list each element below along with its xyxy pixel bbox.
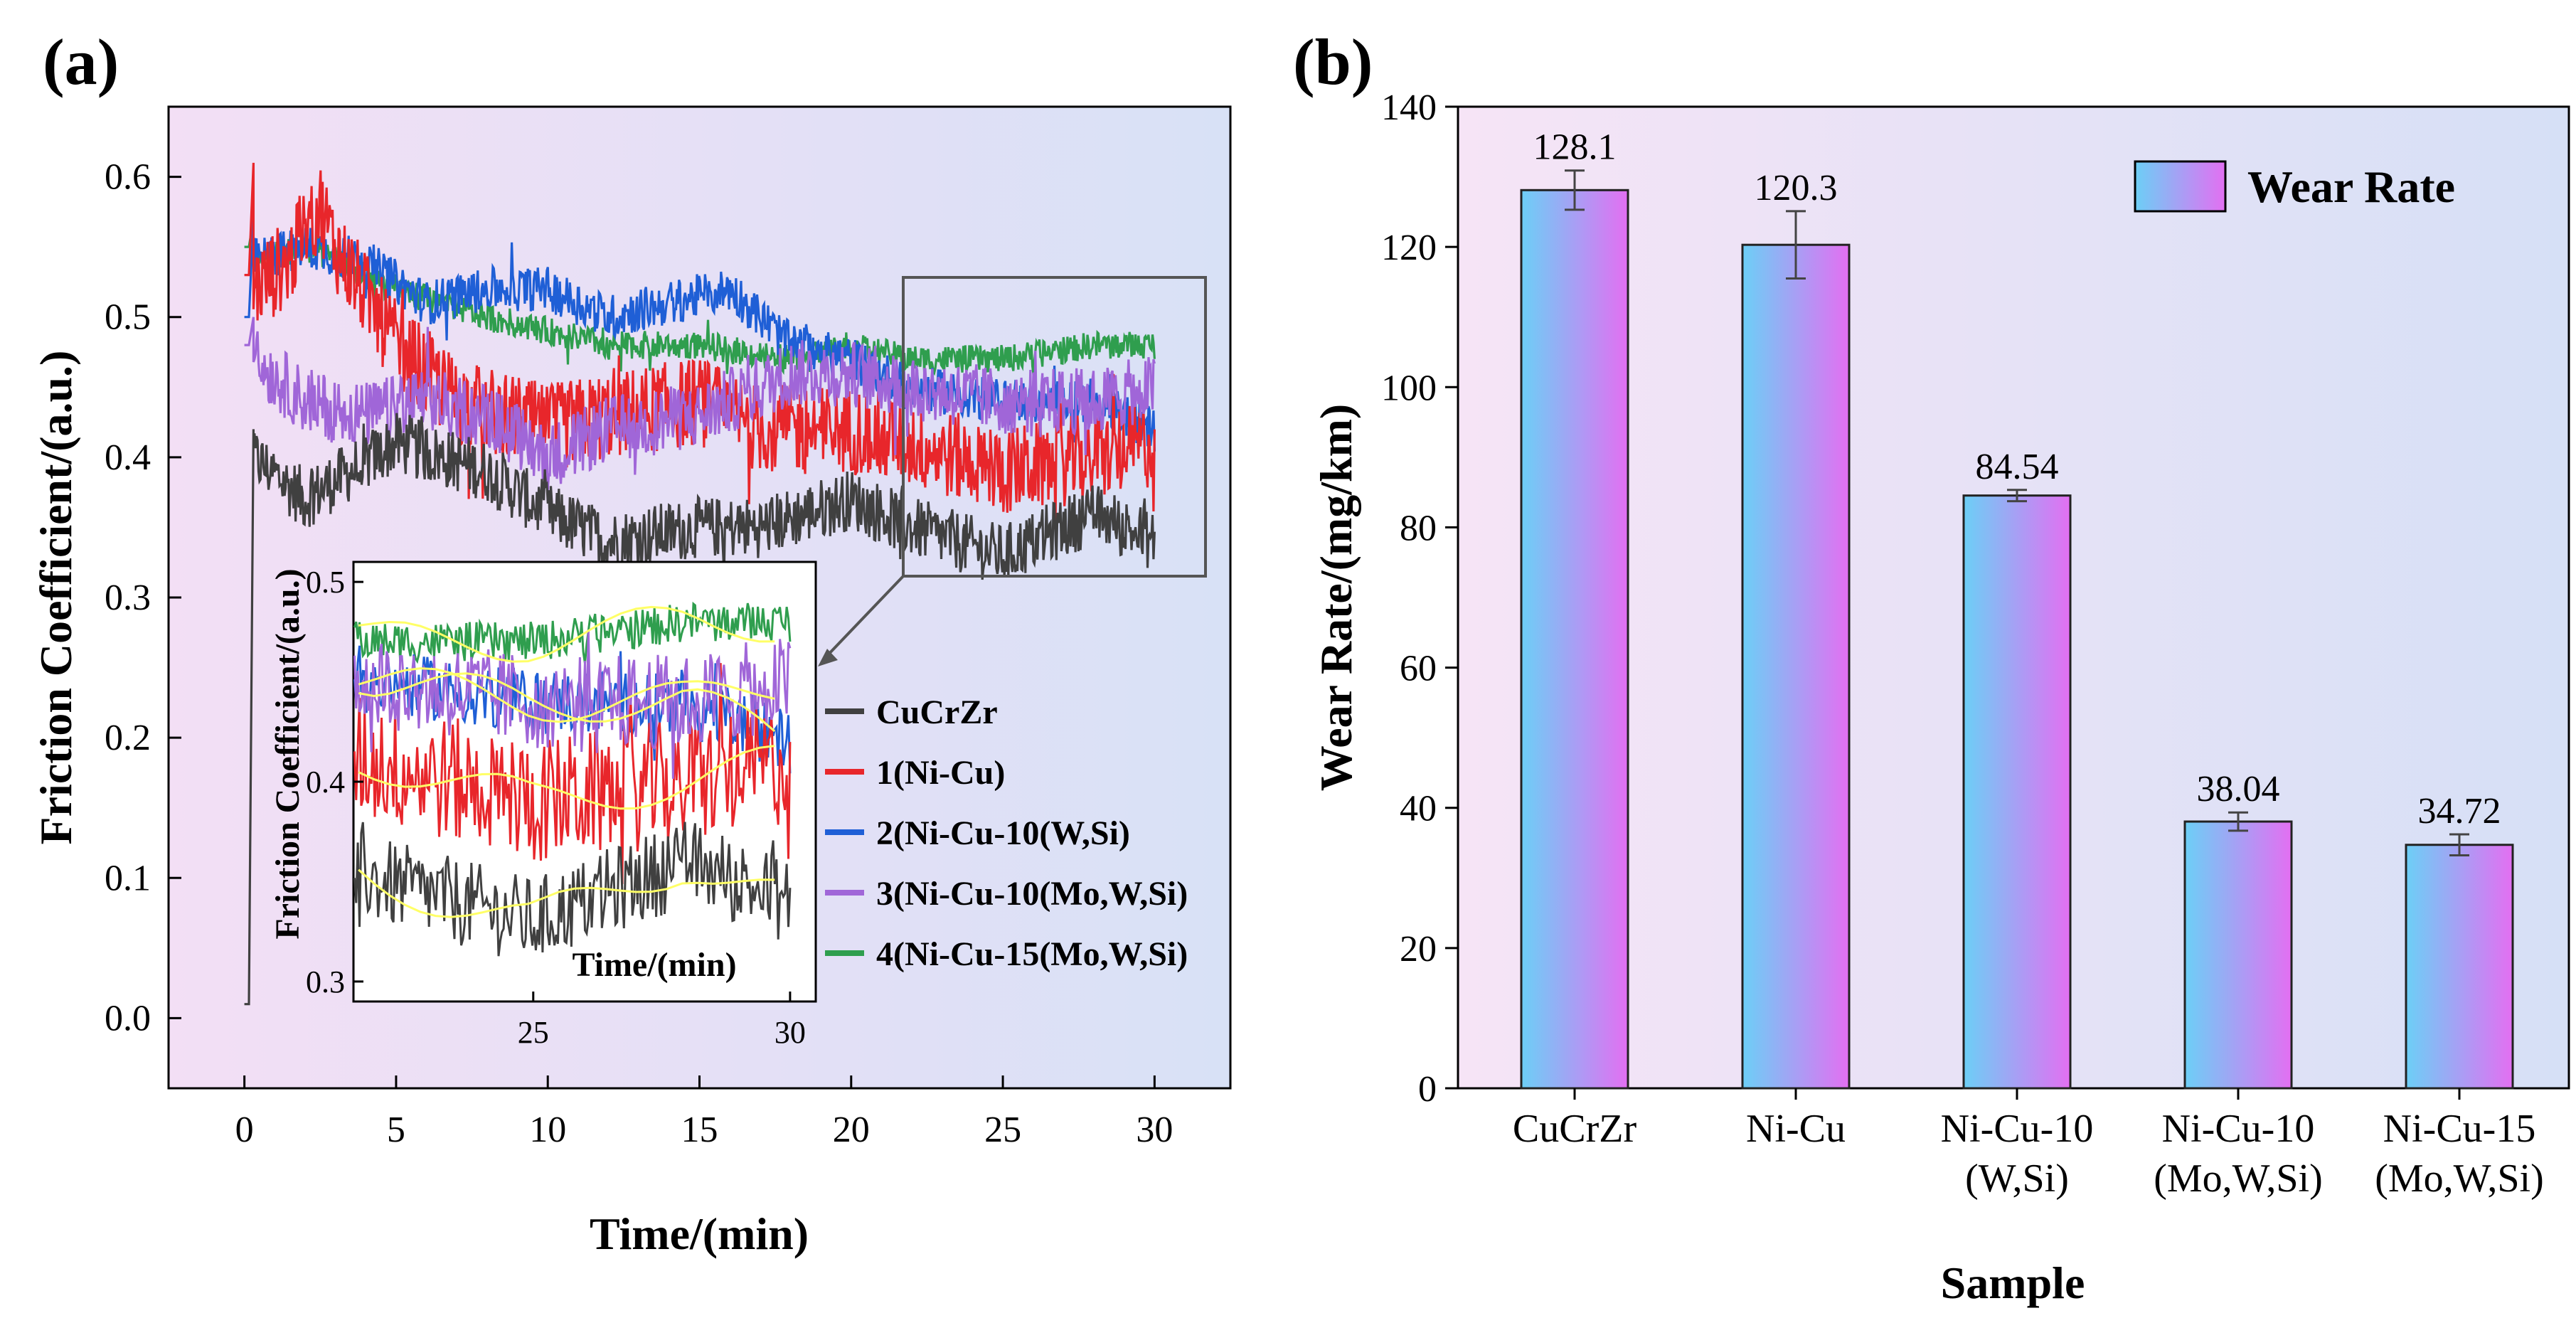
y-tick-label-a: 0.2: [105, 718, 151, 758]
y-tick-label-b: 100: [1381, 368, 1437, 408]
inset-series-line-0: [353, 822, 792, 957]
category-label: (Mo,W,Si): [2375, 1157, 2544, 1201]
inset-trend-line-4: [358, 605, 775, 663]
inset-series-line-4: [353, 601, 792, 664]
y-tick-label-a: 0.6: [105, 157, 151, 198]
friction-panel: (a) 0.0 0.1 0.2 0.3 0.4 0.5 0.6 0 5 10 15 20 25 30 T…: [31, 26, 1232, 1259]
zoom-arrow-head: [818, 649, 838, 666]
y-tick-label-a: 0.1: [105, 858, 151, 898]
inset-x-tick-label: 25: [518, 1015, 549, 1050]
category-label: Ni-Cu: [1746, 1107, 1846, 1151]
y-tick-label-a: 0.3: [105, 578, 151, 618]
y-tick-label-b: 40: [1400, 789, 1437, 829]
y-tick-label-b: 0: [1418, 1069, 1437, 1110]
inset-y-tick-label: 0.4: [306, 765, 345, 799]
legend-label-4: 4(Ni-Cu-15(Mo,W,Si): [876, 935, 1188, 973]
friction-legend: CuCrZr 1(Ni-Cu) 2(Ni-Cu-10(W,Si) 3(Ni-Cu-10…: [825, 694, 1188, 973]
legend-label-1: 1(Ni-Cu): [876, 754, 1005, 792]
inset-axes: 0.3 0.4 0.5 25 30: [306, 565, 806, 1050]
y-tick-label-b: 120: [1381, 228, 1437, 268]
y-axis-label-b: Wear Rate/(mg/km): [1311, 404, 1361, 791]
bar-2: [1962, 494, 2072, 1090]
legend-label-2: 2(Ni-Cu-10(W,Si): [876, 814, 1130, 852]
inset-trend-line-0: [358, 868, 775, 918]
legend-label-wear-rate: Wear Rate: [2247, 161, 2455, 212]
wear-rate-panel: (b) 128.1 120.3 84.54 38.04 34.72 0 20 40 60 80 1…: [1293, 26, 2570, 1308]
x-tick-label-a: 25: [984, 1110, 1021, 1150]
y-tick-label-b: 140: [1381, 87, 1437, 128]
inset-trend-line-1: [358, 745, 775, 810]
y-axis-a: 0.0 0.1 0.2 0.3 0.4 0.5 0.6: [105, 157, 181, 1038]
inset-y-tick-label: 0.3: [306, 965, 345, 999]
inset-series-line-2: [353, 645, 792, 774]
friction-series-group: [244, 162, 1156, 1006]
y-tick-label-b: 20: [1400, 929, 1437, 969]
x-axis-label-a: Time/(min): [590, 1208, 809, 1259]
bar-3: [2183, 820, 2293, 1090]
y-tick-label-a: 0.4: [105, 437, 151, 478]
inset-trend-line-2: [358, 672, 776, 733]
inset-plot: 0.3 0.4 0.5 25 30 Time/(min) Friction Coeffi…: [269, 560, 817, 1050]
x-axis-label-b: Sample: [1941, 1258, 2085, 1308]
legend-label-3: 3(Ni-Cu-10(Mo,W,Si): [876, 875, 1188, 913]
inset-y-tick-label: 0.5: [306, 565, 345, 600]
category-label: CuCrZr: [1513, 1107, 1637, 1151]
x-tick-label-a: 15: [681, 1110, 718, 1150]
inset-trend-line-3: [358, 667, 775, 723]
inset-series-group: [353, 601, 792, 957]
category-label: (W,Si): [1965, 1157, 2069, 1201]
panel-label-a: (a): [43, 26, 119, 98]
value-label-4: 34.72: [2418, 791, 2501, 831]
inset-series-line-3: [353, 629, 792, 779]
category-label: Ni-Cu-15: [2383, 1107, 2536, 1151]
inset-x-tick-label: 30: [775, 1015, 806, 1050]
inset-x-axis-label: Time/(min): [572, 946, 736, 984]
bars-group: 128.1 120.3 84.54 38.04 34.72: [1520, 127, 2514, 1090]
x-tick-label-a: 10: [529, 1110, 566, 1150]
series-line-0: [244, 413, 1156, 1006]
value-label-0: 128.1: [1533, 127, 1617, 168]
bar-0: [1520, 188, 1629, 1090]
category-label: Ni-Cu-10: [2162, 1107, 2315, 1151]
inset-series-line-1: [353, 663, 792, 885]
y-tick-label-a: 0.5: [105, 297, 151, 338]
y-tick-label-b: 80: [1400, 508, 1437, 548]
x-tick-label-a: 5: [387, 1110, 405, 1150]
y-axis-b: 0 20 40 60 80 100 120 140: [1381, 87, 1458, 1110]
category-label: Ni-Cu-10: [1941, 1107, 2094, 1151]
bar-4: [2405, 844, 2514, 1090]
category-label: (Mo,W,Si): [2154, 1157, 2323, 1201]
x-tick-label-a: 0: [235, 1110, 254, 1150]
inset-y-axis-label: Friction Coefficient/(a.u.): [269, 568, 307, 939]
bar-1: [1741, 243, 1851, 1090]
wear-rate-legend: Wear Rate: [2134, 160, 2455, 213]
x-axis-a: 0 5 10 15 20 25 30: [235, 1075, 1173, 1150]
legend-label-0: CuCrZr: [876, 694, 998, 731]
y-axis-label-a: Friction Coefficient/(a.u.): [31, 351, 81, 845]
series-line-3: [244, 317, 1156, 491]
value-label-1: 120.3: [1755, 168, 1838, 208]
x-axis-b: CuCrZr Ni-Cu Ni-Cu-10 (W,Si) Ni-Cu-10 (Mo,W,S…: [1513, 1088, 2544, 1201]
x-tick-label-a: 20: [833, 1110, 870, 1150]
y-tick-label-a: 0.0: [105, 998, 151, 1038]
y-tick-label-b: 60: [1400, 649, 1437, 689]
zoom-region-box: [902, 276, 1207, 578]
zoom-arrow: [824, 575, 905, 659]
value-label-2: 84.54: [1976, 447, 2059, 487]
value-label-3: 38.04: [2197, 769, 2280, 809]
legend-swatch-wear-rate: [2134, 160, 2227, 213]
x-tick-label-a: 30: [1136, 1110, 1173, 1150]
panel-label-b: (b): [1293, 26, 1373, 98]
series-line-1: [244, 162, 1156, 529]
